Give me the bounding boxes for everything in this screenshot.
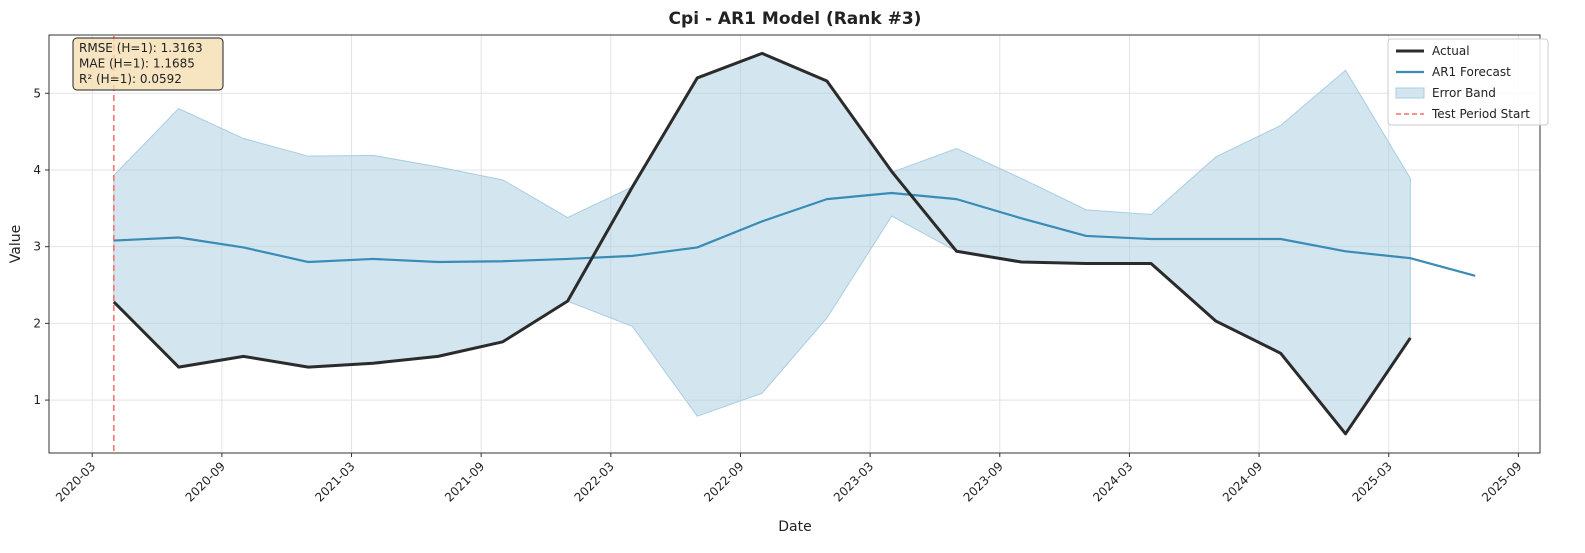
stats-text: R² (H=1): 0.0592: [79, 72, 182, 86]
plot-frame: [48, 34, 1541, 454]
y-tick-label: 3: [33, 240, 41, 254]
x-axis-label: Date: [778, 519, 811, 535]
legend-label: Test Period Start: [1431, 107, 1530, 121]
x-tick-label: 2022-09: [701, 459, 746, 504]
legend-label: Error Band: [1432, 86, 1496, 100]
stats-text: MAE (H=1): 1.1685: [79, 57, 195, 71]
y-tick-label: 1: [33, 393, 41, 407]
x-tick-label: 2021-03: [312, 459, 357, 504]
stats-text: RMSE (H=1): 1.3163: [79, 41, 203, 55]
x-tick-label: 2020-09: [183, 459, 228, 504]
x-tick-label: 2025-09: [1479, 459, 1524, 504]
legend-box: [1387, 38, 1549, 126]
x-tick-label: 2021-09: [442, 459, 487, 504]
y-tick-label: 4: [33, 163, 41, 177]
series-line: [113, 191, 1476, 277]
stats-box: [72, 37, 224, 91]
x-tick-label: 2023-09: [961, 459, 1006, 504]
error-band: [113, 52, 1411, 435]
x-tick-label: 2020-03: [53, 459, 98, 504]
x-tick-label: 2025-03: [1350, 459, 1395, 504]
legend-swatch: [1395, 87, 1425, 99]
x-tick-label: 2024-09: [1220, 459, 1265, 504]
legend-label: AR1 Forecast: [1432, 65, 1511, 79]
y-tick-label: 2: [33, 316, 41, 330]
chart-title: Cpi - AR1 Model (Rank #3): [669, 9, 922, 29]
x-tick-label: 2024-03: [1090, 459, 1135, 504]
series-line: [112, 51, 1412, 436]
y-tick-label: 5: [33, 86, 41, 100]
y-axis-label: Value: [8, 225, 24, 263]
legend-label: Actual: [1432, 44, 1470, 58]
x-tick-label: 2023-03: [831, 459, 876, 504]
x-tick-label: 2022-03: [572, 459, 617, 504]
